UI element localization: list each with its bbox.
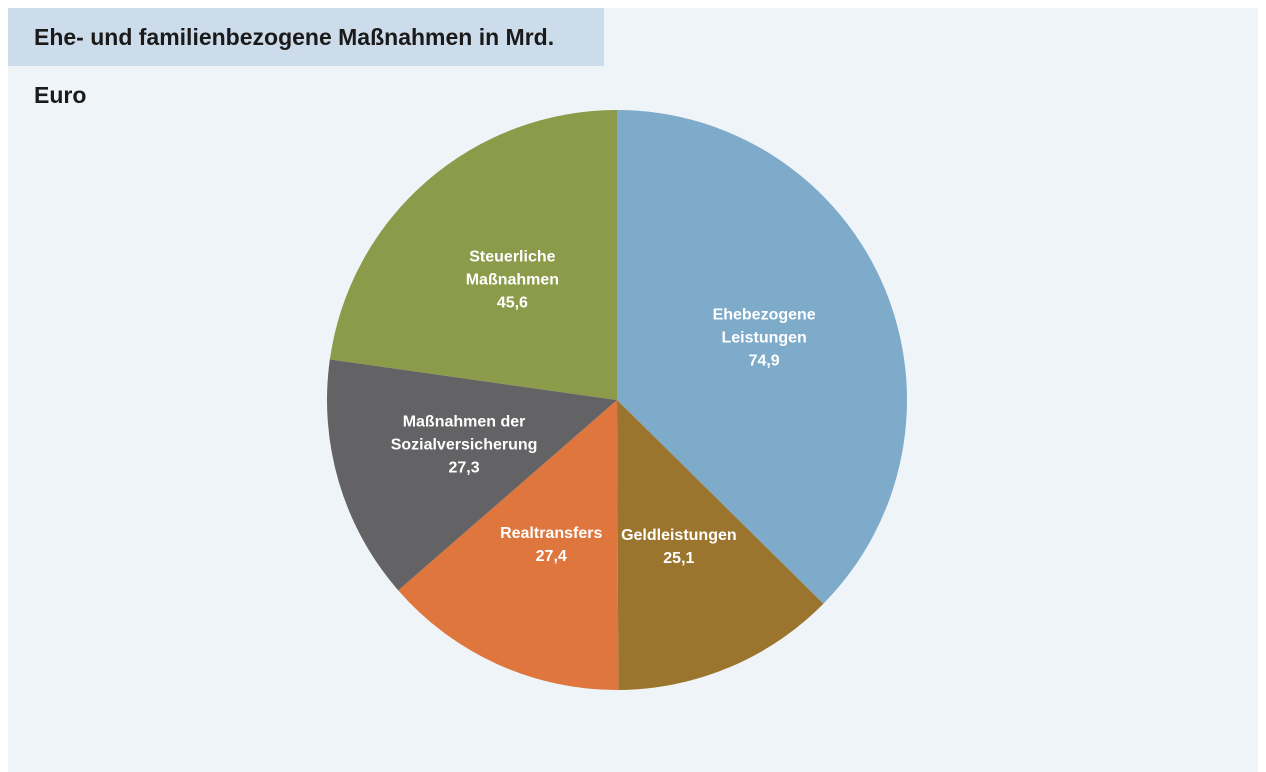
slice-label: Steuerliche Maßnahmen 45,6 xyxy=(424,245,600,314)
category-label: Steuerliche Maßnahmen xyxy=(465,248,560,289)
slice-label: Ehebezogene Leistungen 74,9 xyxy=(676,304,852,373)
value-label: 45,6 xyxy=(496,294,528,312)
pie-slice xyxy=(617,110,907,604)
pie-slice xyxy=(398,400,619,690)
category-label: Ehebezogene Leistungen xyxy=(712,306,816,347)
pie-slice xyxy=(327,359,617,591)
value-label: 25,1 xyxy=(663,550,695,567)
value-label: 27,3 xyxy=(448,459,480,477)
pie-slice xyxy=(329,110,617,400)
slice-label: Realtransfers 27,4 xyxy=(463,522,639,568)
slice-label: Maßnahmen der Sozialversicherung 27,3 xyxy=(376,411,552,480)
category-label: Realtransfers xyxy=(500,525,603,543)
category-label: Geldleistungen xyxy=(621,527,737,544)
pie-slice xyxy=(617,400,824,690)
chart-title: Ehe- und familienbezogene Maßnahmen in M… xyxy=(8,8,604,108)
value-label: 27,4 xyxy=(535,548,567,566)
slice-label: Geldleistungen 25,1 xyxy=(591,524,767,570)
value-label: 74,9 xyxy=(748,352,780,370)
category-label: Maßnahmen der Sozialversicherung xyxy=(390,413,538,454)
